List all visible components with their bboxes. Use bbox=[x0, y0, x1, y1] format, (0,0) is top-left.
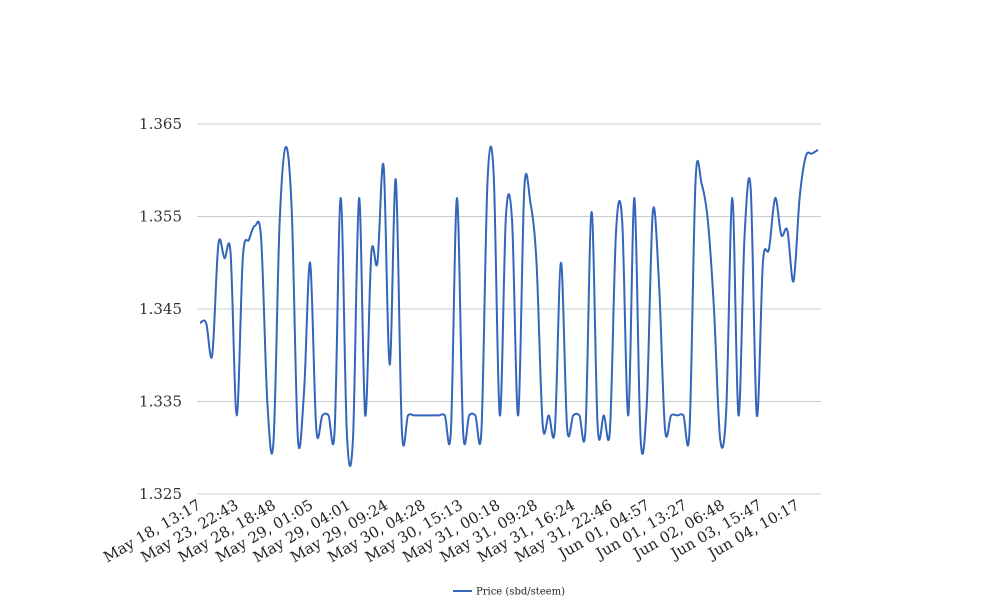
legend: Price (sbd/steem) bbox=[453, 587, 565, 598]
y-tick-label: 1.335 bbox=[139, 393, 182, 411]
y-tick-label: 1.355 bbox=[139, 208, 182, 226]
y-tick-label: 1.325 bbox=[139, 485, 182, 503]
series-layer bbox=[199, 145, 819, 467]
legend-label-price: Price (sbd/steem) bbox=[476, 587, 565, 598]
y-tick-label: 1.345 bbox=[139, 300, 182, 318]
series-line-price bbox=[199, 145, 819, 467]
y-axis-tick-labels: 1.325 1.335 1.345 1.355 1.365 bbox=[139, 115, 182, 503]
y-tick-label: 1.365 bbox=[139, 115, 182, 133]
